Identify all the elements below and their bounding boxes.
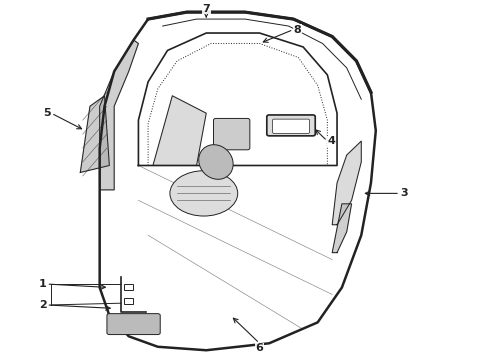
Bar	[124, 298, 133, 304]
FancyBboxPatch shape	[107, 314, 160, 334]
Text: 1: 1	[39, 279, 47, 289]
Text: 2: 2	[39, 300, 47, 310]
FancyBboxPatch shape	[267, 115, 315, 136]
Polygon shape	[332, 204, 352, 253]
Polygon shape	[80, 96, 109, 172]
FancyBboxPatch shape	[214, 118, 250, 150]
Text: 7: 7	[202, 4, 210, 14]
Polygon shape	[153, 96, 206, 166]
Ellipse shape	[170, 171, 238, 216]
Text: 8: 8	[294, 24, 301, 35]
Text: 5: 5	[44, 108, 51, 118]
Polygon shape	[99, 40, 138, 190]
FancyBboxPatch shape	[272, 119, 309, 134]
Polygon shape	[332, 141, 361, 225]
Bar	[124, 284, 133, 290]
Ellipse shape	[199, 145, 233, 179]
Text: 4: 4	[327, 136, 335, 146]
Text: 6: 6	[256, 343, 264, 353]
Text: 3: 3	[400, 188, 408, 198]
